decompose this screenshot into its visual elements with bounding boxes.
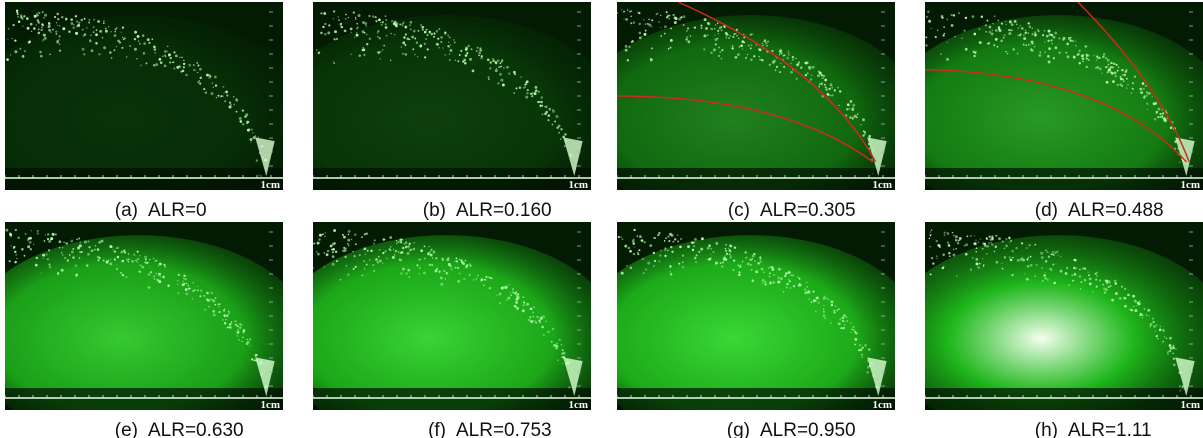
panel-caption: ALR=0.160 (456, 200, 552, 221)
boundary-curve (617, 95, 874, 163)
scale-label: 1cm (1180, 179, 1200, 191)
scale-label: 1cm (872, 179, 892, 191)
panel-label: (b) (423, 200, 446, 221)
panel-label: (d) (1035, 200, 1058, 221)
panel-caption: ALR=0.305 (760, 200, 856, 221)
panel: 1cm (a) ALR=0 (5, 2, 283, 221)
panel: 1cm (e) ALR=0.630 (5, 222, 283, 438)
panel: 1cm (c) ALR=0.305 (617, 2, 895, 221)
boundary-curve (677, 2, 877, 163)
panel-caption: ALR=0.488 (1068, 200, 1164, 221)
panel-caption: ALR=0.753 (456, 420, 552, 438)
panel-caption: ALR=0.950 (760, 420, 856, 438)
panel-label: (h) (1035, 420, 1058, 438)
panel-label: (e) (115, 420, 138, 438)
panel-caption: ALR=0.630 (148, 420, 244, 438)
spray-image (313, 2, 591, 190)
panel-label: (f) (428, 420, 446, 438)
spray-image (313, 222, 591, 410)
panel: 1cm (g) ALR=0.950 (617, 222, 895, 438)
panel: 1cm (d) ALR=0.488 (925, 2, 1203, 221)
panel: 1cm (b) ALR=0.160 (313, 2, 591, 221)
spray-image (617, 222, 895, 410)
panel: 1cm (f) ALR=0.753 (313, 222, 591, 438)
scale-label: 1cm (568, 179, 588, 191)
panel-caption: ALR=0 (148, 200, 207, 221)
panel-label: (a) (115, 200, 138, 221)
boundary-curve (925, 68, 1187, 163)
scale-label: 1cm (568, 399, 588, 411)
panel: 1cm (h) ALR=1.11 (925, 222, 1203, 438)
panel-label: (g) (727, 420, 750, 438)
panel-caption: ALR=1.11 (1068, 420, 1152, 438)
spray-image (925, 2, 1203, 190)
spray-image (617, 2, 895, 190)
scale-label: 1cm (872, 399, 892, 411)
spray-image (925, 222, 1203, 410)
panel-label: (c) (728, 200, 750, 221)
spray-image (5, 2, 283, 190)
spray-image (5, 222, 283, 410)
scale-label: 1cm (260, 179, 280, 191)
boundary-curve (1077, 2, 1190, 163)
scale-label: 1cm (260, 399, 280, 411)
scale-label: 1cm (1180, 399, 1200, 411)
